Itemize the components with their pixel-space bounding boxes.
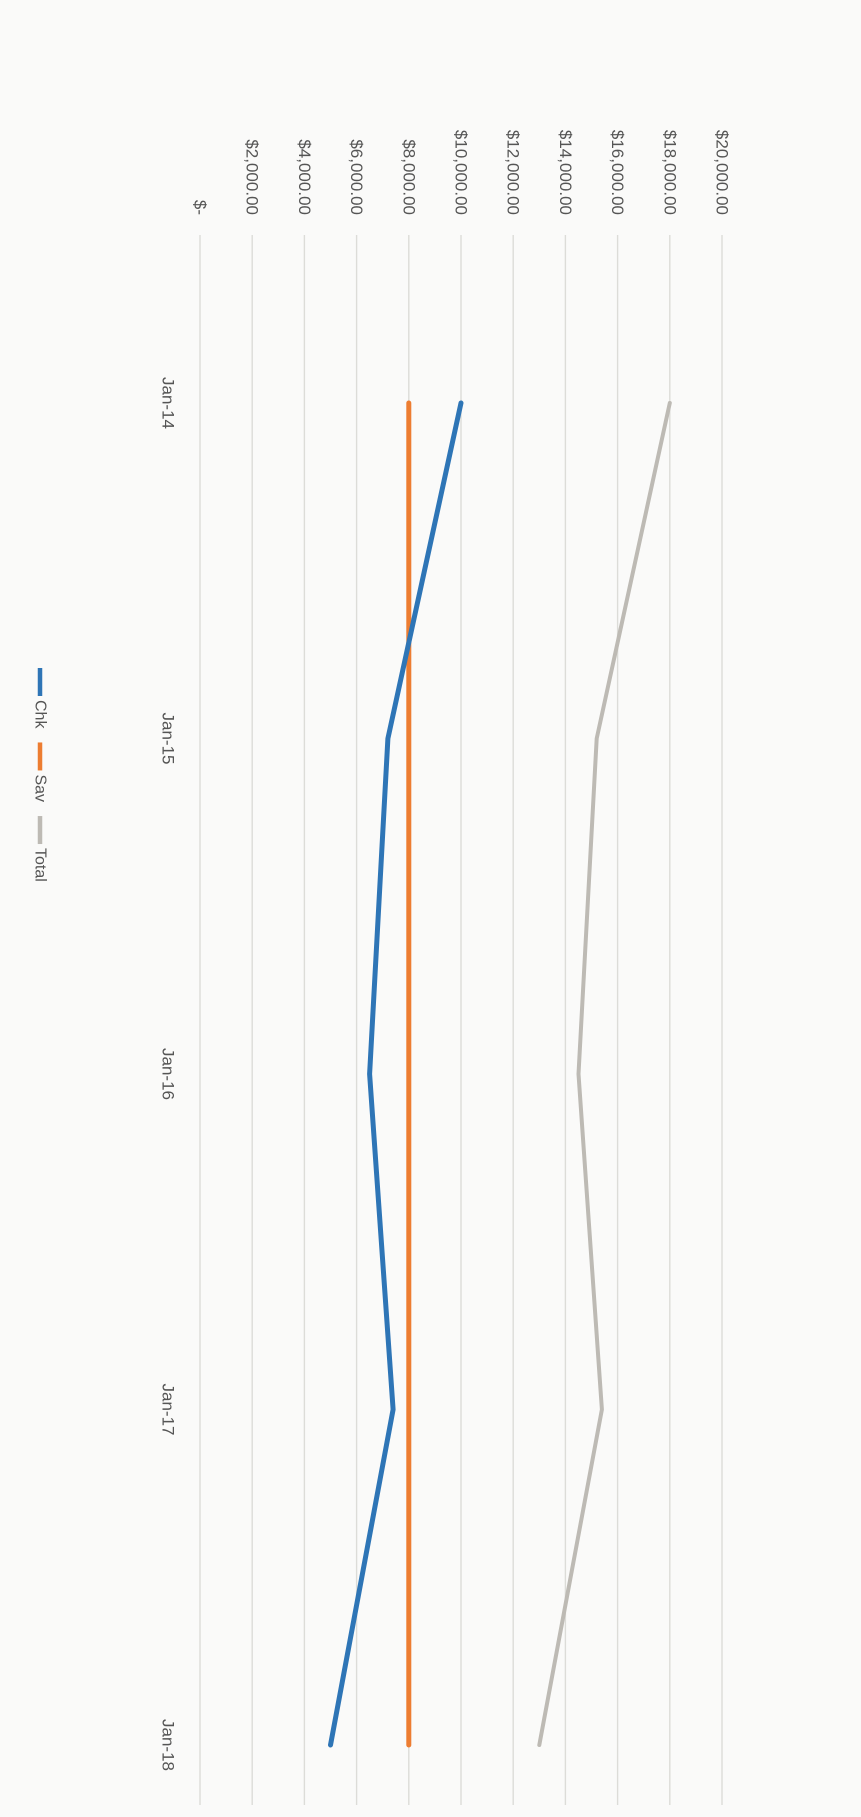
x-axis-ticks: Jan-14 Jan-15 Jan-16 Jan-17 Jan-18: [159, 377, 178, 1771]
y-tick-label: $-: [191, 200, 210, 215]
series-line-total: [537, 401, 672, 1747]
legend-label-chk: Chk: [32, 700, 49, 729]
legend-label-sav: Sav: [32, 774, 49, 802]
plot-area: $- $2,000.00 $4,000.00 $6,000.00 $8,000.00 $1…: [159, 130, 732, 1805]
x-tick-label: Jan-17: [159, 1384, 178, 1436]
y-tick-label: $4,000.00: [295, 139, 314, 215]
y-tick-label: $6,000.00: [347, 139, 366, 215]
series-lines: [328, 400, 672, 1748]
y-tick-label: $18,000.00: [660, 130, 679, 215]
x-tick-label: Jan-16: [159, 1048, 178, 1100]
y-tick-label: $2,000.00: [243, 139, 262, 215]
x-tick-label: Jan-18: [159, 1719, 178, 1771]
legend-label-total: Total: [32, 848, 49, 882]
y-tick-label: $16,000.00: [608, 130, 627, 215]
y-tick-label: $20,000.00: [713, 130, 732, 215]
y-tick-label: $14,000.00: [556, 130, 575, 215]
legend: Chk Sav Total: [32, 668, 49, 882]
y-axis-ticks: $- $2,000.00 $4,000.00 $6,000.00 $8,000.00 $1…: [191, 130, 732, 215]
series-line-chk: [328, 400, 464, 1748]
y-tick-label: $8,000.00: [399, 139, 418, 215]
x-tick-label: Jan-14: [159, 377, 178, 429]
y-tick-label: $10,000.00: [452, 130, 471, 215]
y-tick-label: $12,000.00: [504, 130, 523, 215]
gridlines: [199, 235, 723, 1805]
x-tick-label: Jan-15: [159, 713, 178, 765]
